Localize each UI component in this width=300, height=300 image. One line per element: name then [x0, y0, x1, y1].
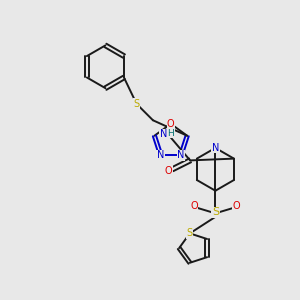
Text: S: S — [187, 228, 193, 239]
Text: O: O — [233, 202, 241, 212]
Text: N: N — [160, 129, 167, 139]
Text: S: S — [134, 99, 140, 109]
Text: O: O — [167, 119, 175, 129]
Text: H: H — [167, 129, 174, 138]
Text: O: O — [165, 166, 172, 176]
Text: N: N — [212, 143, 219, 153]
Text: N: N — [157, 150, 164, 160]
Text: S: S — [212, 207, 219, 218]
Text: N: N — [177, 150, 184, 160]
Text: O: O — [190, 202, 198, 212]
